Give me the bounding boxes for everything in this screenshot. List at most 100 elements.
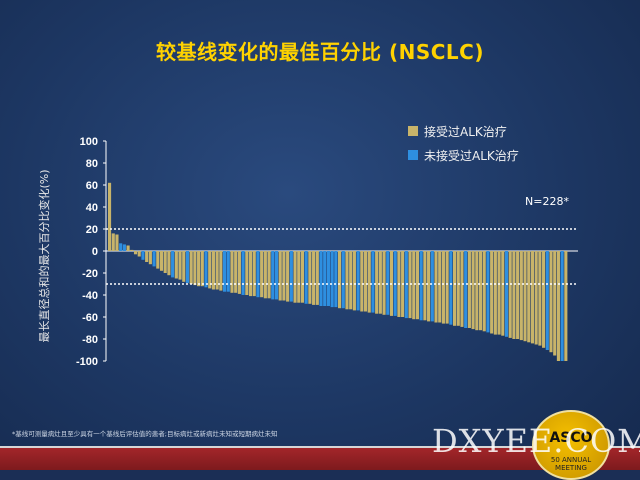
bar [345,251,349,310]
bar [556,251,560,361]
bar [263,251,267,299]
legend-item-no-prior-alk: 未接受过ALK治疗 [408,143,519,167]
slide-title: 较基线变化的最佳百分比 (NSCLC) [156,40,484,64]
bar [260,251,264,298]
bar [133,251,138,255]
bar [549,251,553,353]
bar [182,251,186,282]
bar [108,182,112,251]
bar [111,233,115,251]
bar [382,251,386,315]
bar [326,251,330,306]
bar [122,244,126,251]
bar [449,251,453,325]
watermark: DXYEE.COM [432,422,640,460]
bar [486,251,490,333]
bar [512,251,516,339]
bar [423,251,427,321]
bar [493,251,497,335]
bar [237,251,241,294]
bar [412,251,416,320]
bar [293,251,297,303]
bar [453,251,457,326]
n-patients-label: N=228* [525,195,569,208]
bar [456,251,460,326]
bar [438,251,442,323]
y-tick-label: -60 [82,312,98,324]
bar [256,251,260,298]
bar [367,251,371,313]
bar [534,251,538,345]
bar [553,251,557,356]
bar [519,251,523,341]
bar [475,251,479,331]
legend-item-prior-alk: 接受过ALK治疗 [408,119,519,143]
bar [171,251,175,278]
y-tick-label: 100 [80,136,98,148]
y-tick-label: -80 [82,334,98,346]
bar [497,251,501,335]
bar [200,251,204,287]
bar [215,251,219,290]
bar [516,251,520,339]
bar [208,251,212,289]
bar [501,251,505,336]
bar [349,251,353,310]
footer-strip [0,470,640,480]
asco-logo [532,410,610,480]
bar [542,251,546,348]
bar [508,251,512,338]
bar [375,251,379,314]
bar [338,251,342,309]
bar [156,251,160,269]
asco-logo-text: ASCO [549,430,593,446]
bar [152,251,156,267]
bar [223,251,227,292]
bar [323,251,327,306]
bar [271,251,275,300]
bar [282,251,286,301]
bar [297,251,301,303]
bar [304,251,308,304]
bar [248,251,253,297]
bar [185,251,190,283]
bar [464,251,468,328]
bar [141,251,145,260]
bar [189,251,193,284]
bar [467,251,471,328]
legend-label-prior-alk: 接受过ALK治疗 [424,124,507,139]
bar [130,249,134,251]
legend-swatch-prior-alk [408,126,418,136]
bar [371,251,375,313]
bar [352,251,356,311]
bar [564,251,568,361]
bar [378,251,382,314]
y-tick-label: 80 [86,158,98,170]
bar [163,251,167,273]
y-tick-label: -20 [82,268,98,280]
y-tick-label: 60 [86,180,98,192]
bar [204,251,208,288]
bar [226,251,230,292]
bar [178,251,182,280]
bar [330,251,334,308]
bar [430,251,434,322]
y-tick-label: -40 [82,290,98,302]
bar [159,251,164,271]
y-tick-label: 40 [86,202,98,214]
bar [219,251,223,291]
footnote: *基线可测量病灶且至少具有一个基线后评估值的患者;目标病灶或新病灶未知或短期病灶… [12,430,278,438]
bar [504,251,509,337]
bar [427,251,431,322]
bar [289,251,293,302]
bar [545,251,549,350]
bar [460,251,464,327]
bar [315,251,319,305]
bar [523,251,527,342]
bar [319,251,323,306]
bar [148,251,152,265]
bar [356,251,360,311]
bar [286,251,290,302]
bar [230,251,234,293]
bar [363,251,368,312]
